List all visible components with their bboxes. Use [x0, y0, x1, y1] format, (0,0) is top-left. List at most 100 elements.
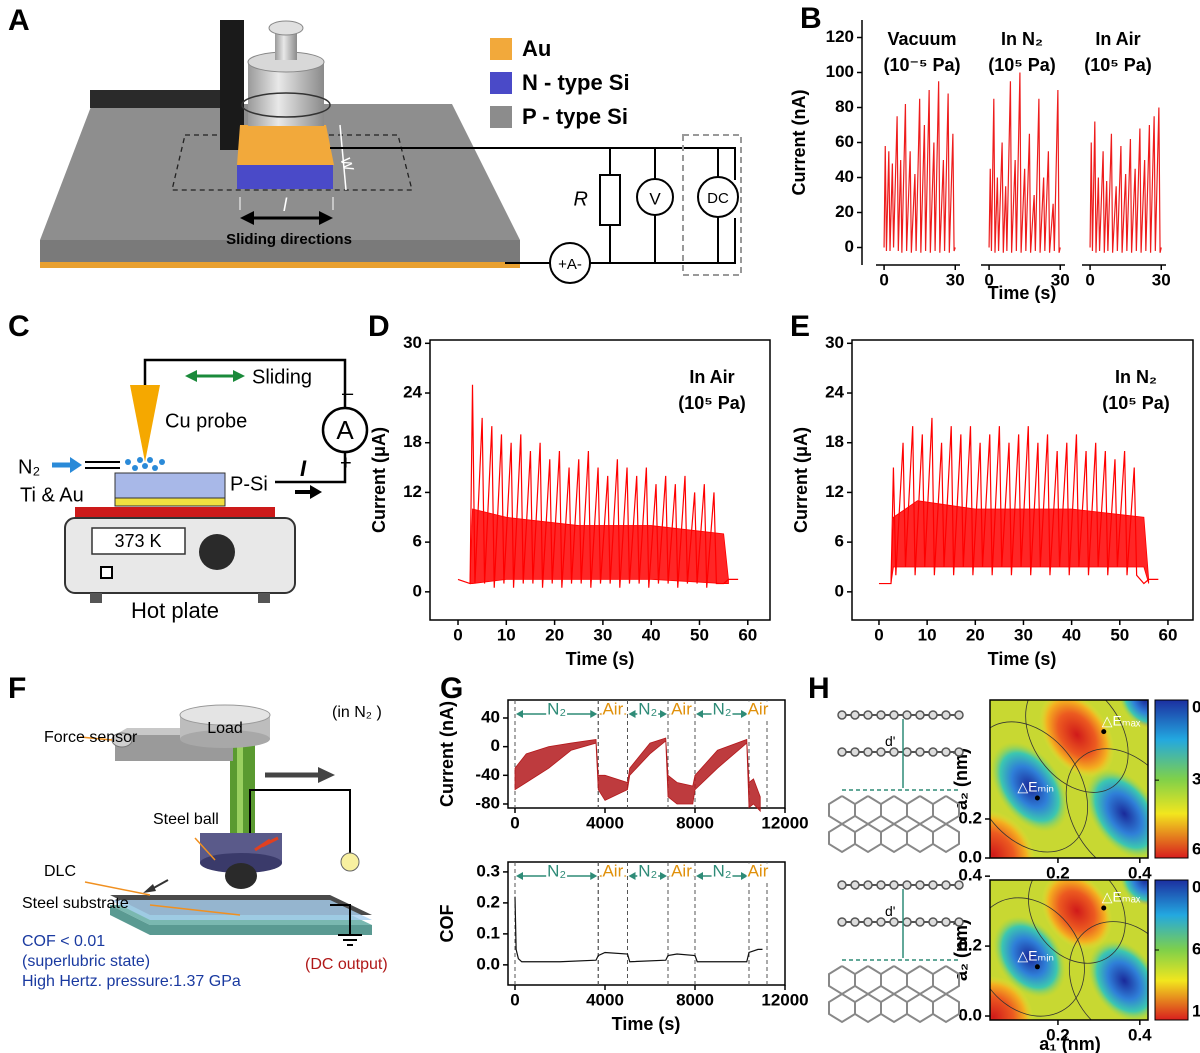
plot-frame [429, 339, 771, 621]
contour [1068, 921, 1148, 1020]
energy-point [1034, 795, 1040, 801]
atom [941, 710, 951, 720]
schematic-a-shape [237, 125, 334, 165]
region-arrowhead [515, 710, 523, 718]
y-tick-label: 6 [835, 532, 844, 551]
colorbar-tick-label: 6 [1192, 939, 1200, 958]
atom [876, 880, 886, 890]
x-tick-label: 0 [1085, 270, 1094, 289]
voltmeter-label: V [649, 189, 661, 208]
atom [915, 747, 925, 757]
atom [902, 710, 912, 720]
schematic-f-shape [110, 900, 372, 920]
y-tick-label: 18 [403, 432, 422, 451]
region-label: Air [602, 861, 623, 880]
heatmap [990, 880, 1148, 1020]
x-tick-label: 60 [1158, 625, 1177, 644]
x-axis-label: Time (s) [988, 649, 1057, 669]
source-label: DC [707, 190, 729, 207]
lattice [906, 823, 934, 854]
y-tick-label: 0 [491, 736, 500, 755]
schematic-f-shape [330, 904, 351, 935]
panel-letter: H [808, 672, 830, 705]
heatmap-minimum [1119, 880, 1148, 907]
colorbar-tick-label: 69 [1192, 839, 1200, 858]
y-tick-label: 120 [826, 27, 854, 46]
schematic-f-shape [110, 905, 150, 935]
colorbar-tick-label: 12 [1192, 1001, 1200, 1020]
noise-band [514, 737, 761, 813]
schematic-a-labels: Au N - type Si P - type Si w l Sliding d… [226, 36, 729, 273]
colorbar-tick-label: 35 [1192, 770, 1200, 789]
schematic-a-shape [682, 134, 742, 276]
x-tick-label: 8000 [676, 813, 714, 832]
contour [1025, 700, 1129, 793]
x-tick-label: 0 [984, 270, 993, 289]
schematic-c-shape [75, 507, 275, 518]
schematic-a-shape [549, 242, 591, 284]
schematic-c-shape [199, 534, 235, 570]
atmosphere-label: (in N₂ ) [332, 704, 382, 721]
y-tick-label: -80 [475, 793, 500, 812]
output-label: (DC output) [305, 956, 388, 973]
x-tick-label: 30 [1152, 270, 1171, 289]
schematic-a-shape [490, 106, 512, 128]
region-label-bg [637, 701, 659, 719]
annotation: (10⁵ Pa) [1084, 55, 1151, 75]
lattice [906, 965, 934, 996]
region-arrowhead [590, 872, 598, 880]
schematic-a-shape [339, 124, 347, 191]
trace [1089, 107, 1162, 253]
schematic-f-shape [225, 863, 257, 889]
y-axis-label: COF [437, 905, 457, 943]
lattice [880, 965, 908, 996]
annotation: Vacuum [887, 29, 956, 49]
schematic-c-shape [70, 457, 82, 473]
y-tick-label: 0.1 [476, 923, 500, 942]
region-arrowhead [695, 710, 703, 718]
coating-label: DLC [44, 863, 76, 880]
panel-letter: F [8, 672, 26, 705]
schematic-c-labels: Sliding Cu probe A – + N₂ Ti & Au P-Si I… [18, 366, 354, 623]
schematic-f-shape [237, 745, 243, 835]
panel-letter: C [8, 310, 30, 343]
schematic-c-shape [310, 485, 322, 499]
region-arrowhead [659, 710, 667, 718]
y-tick-label: 40 [481, 707, 500, 726]
x-tick-label: 0.2 [1046, 1025, 1070, 1044]
x-axis-label: Time (s) [612, 1014, 681, 1034]
y-tick-label: 6 [413, 532, 422, 551]
load-label: Load [207, 720, 243, 737]
region-label-bg [711, 863, 733, 881]
schematic-a-shape [599, 174, 621, 226]
panel-letter: B [800, 2, 822, 35]
contour [1065, 748, 1148, 858]
atom [876, 747, 886, 757]
y-tick-label: 0.2 [476, 892, 500, 911]
region-label: N₂ [547, 699, 566, 718]
x-tick-label: 10 [918, 625, 937, 644]
lattice [828, 795, 856, 826]
schematic-a-shape [241, 92, 331, 118]
schematic-a-shape [275, 30, 297, 60]
ammeter-label: A [336, 415, 354, 445]
minus-label: – [342, 382, 354, 404]
panel-letter: G [440, 672, 463, 705]
atom [889, 710, 899, 720]
x-tick-label: 0 [874, 625, 883, 644]
region-label: Air [748, 861, 769, 880]
length-label: l [283, 195, 288, 215]
x-tick-label: 0 [510, 990, 519, 1009]
annotation: In Air [1095, 29, 1140, 49]
y-axis-label: Current (nA) [437, 701, 457, 807]
trace [457, 384, 739, 588]
lattice [880, 823, 908, 854]
schematic-a-shape [240, 211, 254, 225]
atom [850, 747, 860, 757]
contour [990, 897, 1085, 1017]
heatmap-maximum [1041, 880, 1113, 950]
schematic-f-shape [340, 852, 360, 872]
trace [514, 896, 763, 963]
schematic-c-shape [275, 452, 347, 484]
y-tick-label: 0.0 [958, 1005, 982, 1024]
